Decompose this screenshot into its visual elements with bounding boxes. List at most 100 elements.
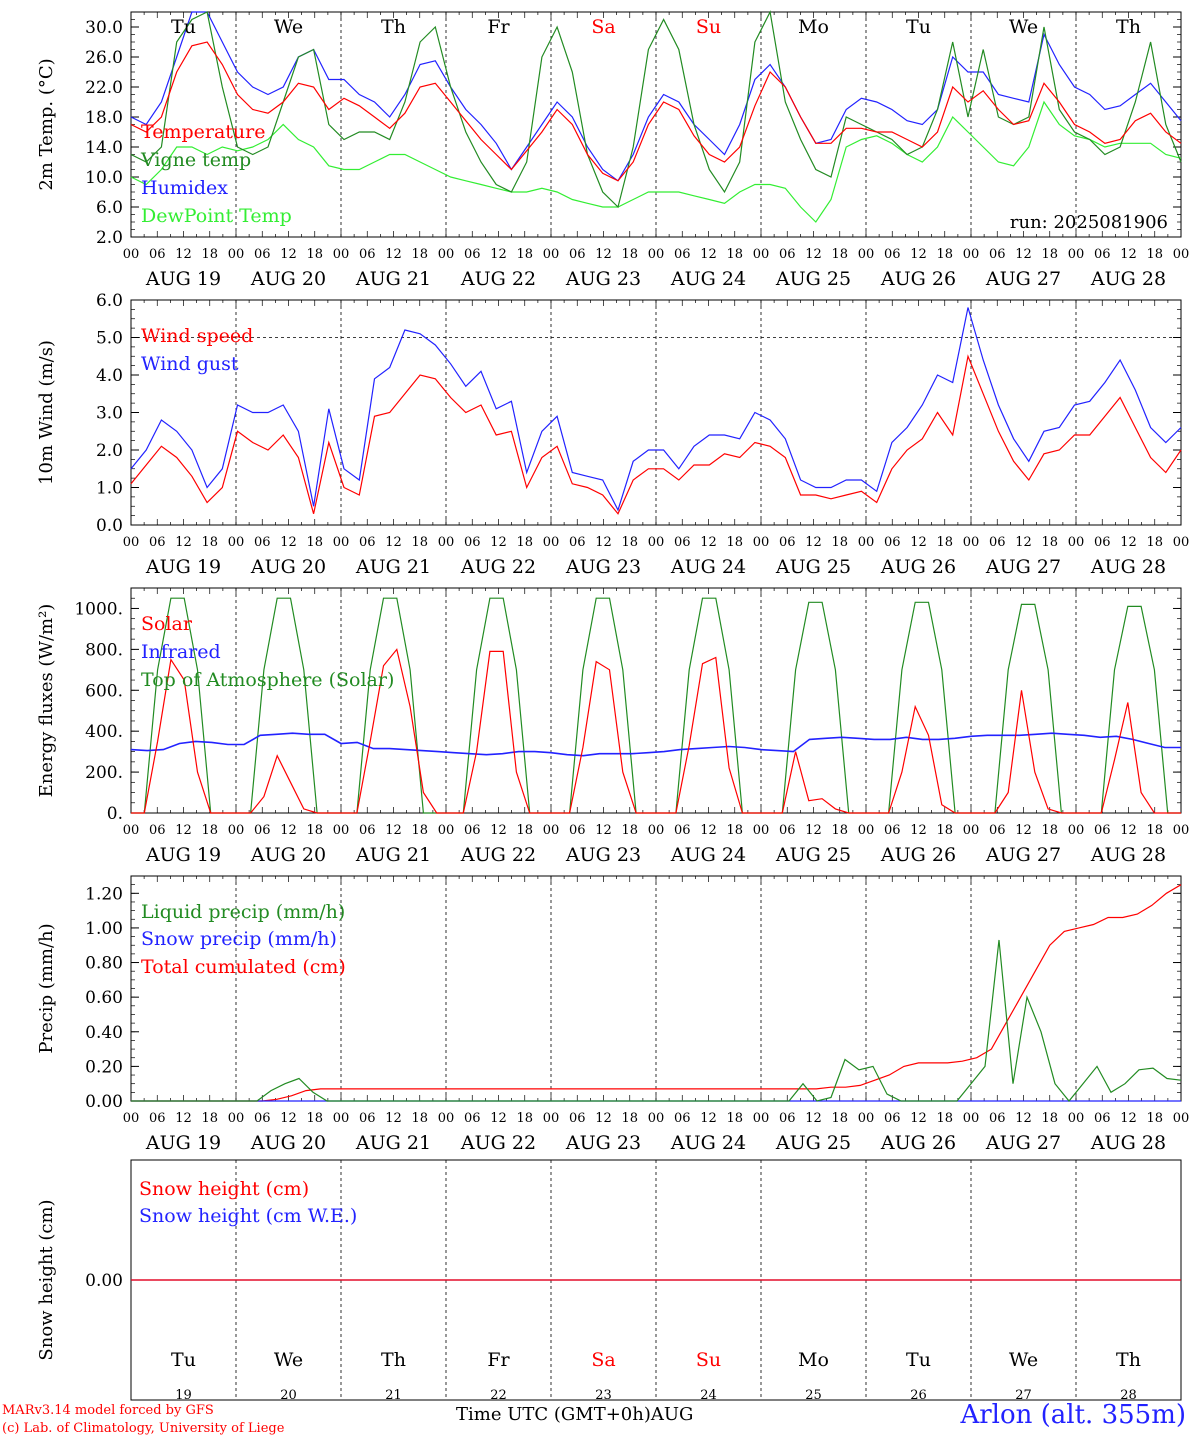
hour-tick-label: 00 — [228, 1111, 245, 1126]
hour-tick-label: 00 — [753, 535, 770, 550]
hour-tick-label: 12 — [280, 1111, 297, 1126]
day-number-label: 19 — [175, 1388, 192, 1403]
hour-tick-label: 06 — [884, 1111, 901, 1126]
hour-tick-label: 00 — [1068, 823, 1085, 838]
hour-tick-label: 18 — [306, 247, 323, 262]
hour-tick-label: 12 — [385, 1111, 402, 1126]
date-label: AUG 23 — [565, 1132, 641, 1154]
hour-tick-label: 18 — [726, 247, 743, 262]
hour-tick-label: 18 — [411, 535, 428, 550]
hour-tick-label: 18 — [726, 535, 743, 550]
date-label: AUG 24 — [670, 268, 746, 290]
day-number-label: 24 — [700, 1388, 717, 1403]
hour-tick-label: 06 — [359, 1111, 376, 1126]
y-tick-label: 5.0 — [96, 329, 123, 349]
hour-tick-label: 18 — [1041, 1111, 1058, 1126]
hour-tick-label: 18 — [936, 247, 953, 262]
hour-tick-label: 06 — [149, 823, 166, 838]
y-tick-label: 0.40 — [85, 1023, 123, 1043]
y-tick-label: 0.00 — [85, 1271, 123, 1291]
date-label: AUG 23 — [565, 556, 641, 578]
hour-tick-label: 00 — [648, 1111, 665, 1126]
y-tick-label: 26.0 — [85, 48, 123, 68]
hour-tick-label: 00 — [963, 247, 980, 262]
hour-tick-label: 00 — [1173, 1111, 1190, 1126]
hour-tick-label: 06 — [149, 247, 166, 262]
y-axis-label: 10m Wind (m/s) — [36, 340, 57, 485]
y-tick-label: 1.20 — [85, 884, 123, 904]
weekday-label: Sa — [591, 16, 615, 38]
hour-tick-label: 12 — [385, 823, 402, 838]
hour-tick-label: 18 — [1146, 823, 1163, 838]
y-tick-label: 18.0 — [85, 108, 123, 128]
hour-tick-label: 18 — [201, 823, 218, 838]
weekday-label: Tu — [171, 16, 196, 38]
hour-tick-label: 18 — [516, 535, 533, 550]
date-label: AUG 28 — [1090, 268, 1166, 290]
y-axis-label: Energy fluxes (W/m²) — [36, 604, 57, 798]
y-tick-label: 30.0 — [85, 18, 123, 38]
date-label: AUG 22 — [460, 268, 536, 290]
series-line-total-cumulated-cm- — [131, 884, 1182, 1102]
hour-tick-label: 06 — [674, 247, 691, 262]
hour-tick-label: 00 — [1173, 823, 1190, 838]
legend-entry: Liquid precip (mm/h) — [141, 901, 345, 923]
date-label: AUG 23 — [565, 844, 641, 866]
model-credit: MARv3.14 model forced by GFS (c) Lab. of… — [2, 1402, 284, 1438]
weekday-label: Fr — [487, 16, 510, 38]
y-tick-label: 1000. — [74, 599, 123, 619]
hour-tick-label: 12 — [280, 535, 297, 550]
hour-tick-label: 00 — [648, 247, 665, 262]
hour-tick-label: 00 — [858, 823, 875, 838]
date-label: AUG 27 — [985, 268, 1061, 290]
hour-tick-label: 18 — [306, 535, 323, 550]
hour-tick-label: 12 — [175, 1111, 192, 1126]
y-tick-label: 6.0 — [96, 291, 123, 311]
date-label: AUG 24 — [670, 556, 746, 578]
hour-tick-label: 18 — [936, 535, 953, 550]
day-number-label: 21 — [385, 1388, 402, 1403]
day-number-label: 20 — [280, 1388, 297, 1403]
hour-tick-label: 12 — [910, 535, 927, 550]
hour-tick-label: 12 — [700, 535, 717, 550]
hour-tick-label: 18 — [201, 247, 218, 262]
hour-tick-label: 06 — [674, 535, 691, 550]
hour-tick-label: 06 — [254, 247, 271, 262]
weekday-label: Mo — [798, 1349, 829, 1371]
y-tick-label: 0.20 — [85, 1057, 123, 1077]
hour-tick-label: 18 — [726, 823, 743, 838]
day-number-label: 28 — [1120, 1388, 1137, 1403]
time-axis-label: Time UTC (GMT+0h)AUG — [456, 1404, 693, 1425]
hour-tick-label: 18 — [621, 247, 638, 262]
hour-tick-label: 18 — [411, 1111, 428, 1126]
hour-tick-label: 12 — [805, 823, 822, 838]
hour-tick-label: 00 — [228, 823, 245, 838]
date-label: AUG 26 — [880, 556, 956, 578]
hour-tick-label: 06 — [149, 535, 166, 550]
hour-tick-label: 06 — [1094, 535, 1111, 550]
y-tick-label: 3.0 — [96, 404, 123, 424]
hour-tick-label: 00 — [543, 535, 560, 550]
hour-tick-label: 00 — [648, 823, 665, 838]
hour-tick-label: 18 — [831, 247, 848, 262]
hour-tick-label: 18 — [1146, 535, 1163, 550]
legend-entry: Vigne temp — [140, 149, 251, 171]
model-credit-line1: MARv3.14 model forced by GFS — [2, 1403, 214, 1418]
hour-tick-label: 12 — [1120, 1111, 1137, 1126]
hour-tick-label: 12 — [1015, 535, 1032, 550]
weekday-label: Th — [1116, 1349, 1141, 1371]
hour-tick-label: 00 — [123, 535, 140, 550]
hour-tick-label: 06 — [569, 1111, 586, 1126]
hour-tick-label: 00 — [753, 247, 770, 262]
hour-tick-label: 18 — [1041, 823, 1058, 838]
weekday-label: Tu — [906, 16, 931, 38]
time-axis-text: Time UTC (GMT+0h) — [456, 1404, 651, 1425]
hour-tick-label: 06 — [674, 823, 691, 838]
hour-tick-label: 18 — [831, 535, 848, 550]
run-label: run: 2025081906 — [1010, 212, 1168, 233]
hour-tick-label: 00 — [1068, 247, 1085, 262]
date-label: AUG 19 — [145, 268, 221, 290]
hour-tick-label: 06 — [464, 1111, 481, 1126]
hour-tick-label: 06 — [464, 247, 481, 262]
time-axis-month: AUG — [650, 1404, 694, 1425]
